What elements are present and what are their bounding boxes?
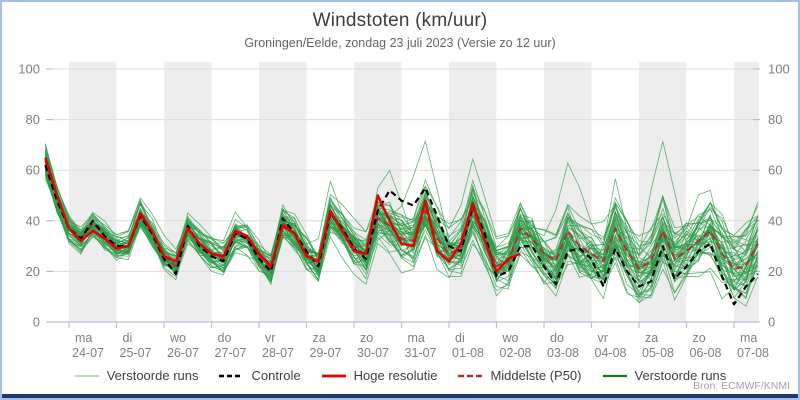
svg-text:wo: wo xyxy=(502,331,519,345)
legend-swatch-middelste-p50 xyxy=(458,374,483,377)
svg-text:za: za xyxy=(645,331,658,345)
page-title: Windstoten (km/uur) xyxy=(312,10,488,31)
svg-text:zo: zo xyxy=(693,331,706,345)
legend-item-middelste-p50: Middelste (P50) xyxy=(457,368,582,383)
svg-text:03-08: 03-08 xyxy=(547,346,579,360)
svg-text:ma: ma xyxy=(740,331,757,345)
hres-line xyxy=(44,157,521,273)
svg-text:za: za xyxy=(313,331,326,345)
svg-text:vr: vr xyxy=(598,331,608,345)
svg-text:07-08: 07-08 xyxy=(737,346,769,360)
legend-label: Verstoorde runs xyxy=(106,368,199,383)
legend-item-verstoorde-runs-dark: Verstoorde runs xyxy=(602,368,727,383)
page-subtitle: Groningen/Eelde, zondag 23 juli 2023 (Ve… xyxy=(244,36,556,50)
svg-text:40: 40 xyxy=(768,213,782,228)
svg-text:100: 100 xyxy=(18,62,40,77)
legend-item-hoge-resolutie: Hoge resolutie xyxy=(321,368,438,383)
legend-label: Middelste (P50) xyxy=(490,368,582,383)
svg-text:06-08: 06-08 xyxy=(690,346,722,360)
svg-text:60: 60 xyxy=(26,163,40,178)
svg-text:27-07: 27-07 xyxy=(215,346,247,360)
svg-text:28-07: 28-07 xyxy=(262,346,294,360)
legend-swatch-hoge-resolutie xyxy=(321,374,346,377)
control-line xyxy=(44,164,759,306)
svg-text:04-08: 04-08 xyxy=(595,346,627,360)
svg-text:wo: wo xyxy=(169,331,186,345)
y-axis-labels-right: 0 20 40 60 80 100 xyxy=(768,62,790,330)
svg-text:do: do xyxy=(550,331,564,345)
svg-text:25-07: 25-07 xyxy=(120,346,152,360)
svg-text:20: 20 xyxy=(768,264,782,279)
svg-text:80: 80 xyxy=(768,112,782,127)
chart-legend: Verstoorde runs Controle Hoge resolutie Mid… xyxy=(2,368,798,383)
x-axis xyxy=(47,321,759,328)
source-credit: Bron: ECMWF/KNMI xyxy=(693,380,790,392)
svg-text:01-08: 01-08 xyxy=(452,346,484,360)
legend-item-controle: Controle xyxy=(218,368,301,383)
svg-text:0: 0 xyxy=(33,315,40,330)
svg-text:ma: ma xyxy=(408,331,425,345)
legend-swatch-verstoorde-runs-dark xyxy=(602,374,627,377)
svg-text:26-07: 26-07 xyxy=(167,346,199,360)
day-labels: ma24-07di25-07wo26-07do27-07vr28-07za29-… xyxy=(72,331,769,360)
svg-text:60: 60 xyxy=(768,163,782,178)
legend-swatch-controle xyxy=(219,374,244,377)
svg-text:vr: vr xyxy=(265,331,275,345)
legend-label: Hoge resolutie xyxy=(353,368,438,383)
svg-text:31-07: 31-07 xyxy=(405,346,437,360)
svg-text:zo: zo xyxy=(360,331,373,345)
svg-text:40: 40 xyxy=(26,213,40,228)
y-axis-labels-left: 0 20 40 60 80 100 xyxy=(18,62,40,330)
svg-text:30-07: 30-07 xyxy=(357,346,389,360)
svg-text:02-08: 02-08 xyxy=(500,346,532,360)
svg-text:20: 20 xyxy=(26,264,40,279)
svg-text:100: 100 xyxy=(768,62,790,77)
legend-item-verstoorde-runs-light: Verstoorde runs xyxy=(74,368,199,383)
svg-text:05-08: 05-08 xyxy=(642,346,674,360)
svg-text:0: 0 xyxy=(768,315,775,330)
svg-text:di: di xyxy=(455,331,465,345)
day-bands xyxy=(69,62,759,322)
svg-text:di: di xyxy=(123,331,133,345)
legend-label: Controle xyxy=(251,368,301,383)
svg-text:29-07: 29-07 xyxy=(310,346,342,360)
footer-bar xyxy=(2,394,798,398)
svg-text:80: 80 xyxy=(26,112,40,127)
svg-text:24-07: 24-07 xyxy=(72,346,104,360)
svg-text:ma: ma xyxy=(75,331,92,345)
legend-label: Verstoorde runs xyxy=(634,368,727,383)
legend-swatch-verstoorde-runs-light xyxy=(74,374,99,377)
svg-text:do: do xyxy=(218,331,232,345)
